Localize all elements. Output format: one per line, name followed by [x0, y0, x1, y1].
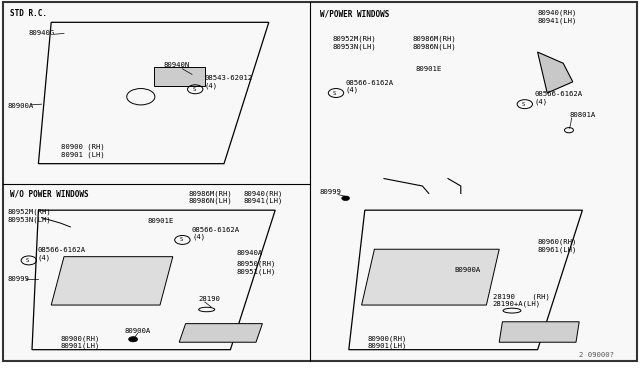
Polygon shape [51, 257, 173, 305]
Text: 80999: 80999 [320, 189, 342, 195]
Text: 80986M(RH)
80986N(LH): 80986M(RH) 80986N(LH) [189, 190, 232, 204]
Text: 80801A: 80801A [570, 112, 596, 118]
Polygon shape [538, 52, 573, 93]
Text: S: S [192, 87, 196, 92]
Text: W/O POWER WINDOWS: W/O POWER WINDOWS [10, 190, 88, 199]
Text: S: S [522, 102, 525, 107]
Bar [154, 67, 205, 86]
Polygon shape [179, 324, 262, 342]
Text: 80900 (RH)
80901 (LH): 80900 (RH) 80901 (LH) [61, 144, 104, 158]
Text: 08566-6162A
(4): 08566-6162A (4) [192, 227, 240, 240]
Text: 80900A: 80900A [125, 328, 151, 334]
Text: 80901E: 80901E [416, 66, 442, 72]
Text: S: S [179, 237, 183, 243]
Text: 80940A: 80940A [237, 250, 263, 256]
Text: 80900(RH)
80901(LH): 80900(RH) 80901(LH) [368, 335, 408, 349]
Text: 08566-6162A
(4): 08566-6162A (4) [37, 247, 85, 261]
Text: 80901E: 80901E [147, 218, 173, 224]
Circle shape [342, 196, 349, 201]
Text: 80900(RH)
80901(LH): 80900(RH) 80901(LH) [61, 335, 100, 349]
Text: 2 09000?: 2 09000? [579, 352, 614, 358]
Text: 80950(RH)
80951(LH): 80950(RH) 80951(LH) [237, 261, 276, 275]
Text: 80940(RH)
80941(LH): 80940(RH) 80941(LH) [243, 190, 283, 204]
Text: S: S [333, 90, 337, 96]
Text: W/POWER WINDOWS: W/POWER WINDOWS [320, 9, 389, 18]
Text: 08543-62012
(4): 08543-62012 (4) [205, 76, 253, 89]
Text: 80952M(RH)
80953N(LH): 80952M(RH) 80953N(LH) [8, 209, 51, 223]
Polygon shape [362, 249, 499, 305]
Text: 80952M(RH)
80953N(LH): 80952M(RH) 80953N(LH) [333, 36, 376, 50]
Text: 80940N: 80940N [163, 62, 189, 68]
Text: 08566-6162A
(4): 08566-6162A (4) [346, 80, 394, 93]
Text: STD R.C.: STD R.C. [10, 9, 47, 18]
Text: S: S [26, 258, 29, 263]
Text: 80986M(RH)
80986N(LH): 80986M(RH) 80986N(LH) [413, 36, 456, 50]
Text: 80940G: 80940G [29, 31, 55, 36]
Polygon shape [499, 322, 579, 342]
Text: B0900A: B0900A [454, 267, 481, 273]
Text: 80960(RH)
80961(LH): 80960(RH) 80961(LH) [538, 238, 577, 253]
Text: 80900A: 80900A [8, 103, 34, 109]
Circle shape [129, 337, 138, 342]
Text: 80999: 80999 [8, 276, 29, 282]
Text: 28190: 28190 [198, 296, 220, 302]
Text: 28190    (RH)
28190+A(LH): 28190 (RH) 28190+A(LH) [493, 293, 550, 307]
Text: 08566-6162A
(4): 08566-6162A (4) [534, 91, 582, 105]
Text: 80940(RH)
80941(LH): 80940(RH) 80941(LH) [538, 10, 577, 24]
